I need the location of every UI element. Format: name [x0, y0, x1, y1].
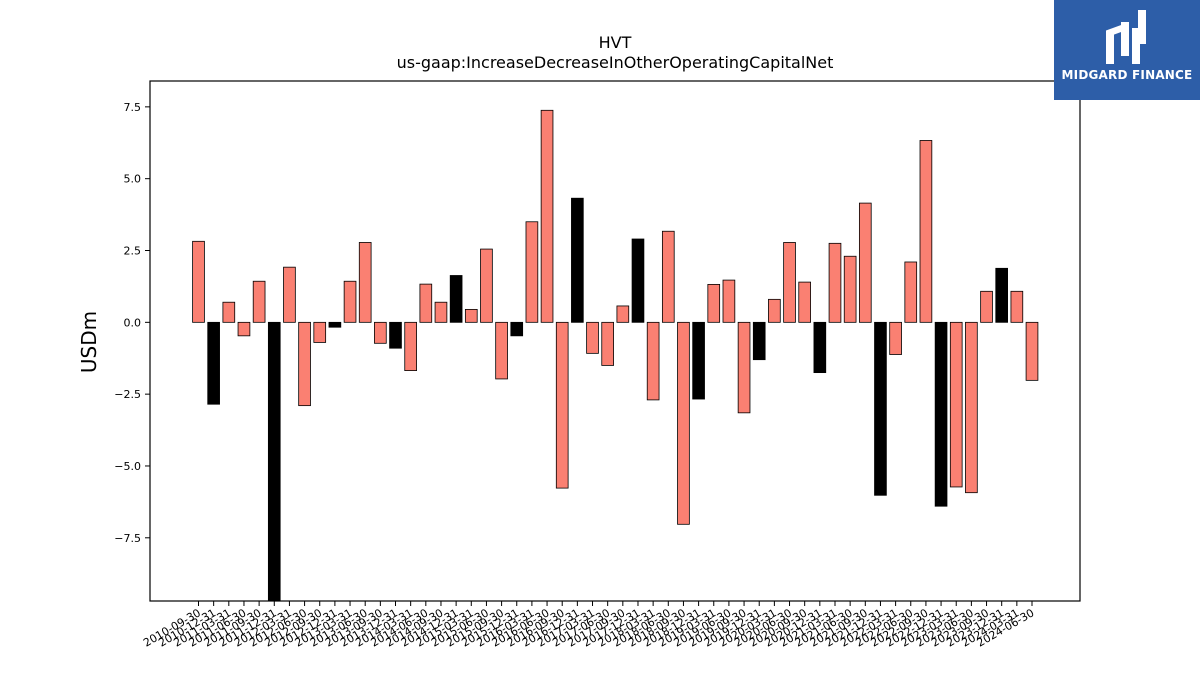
- bar-2021-12-31: [874, 321, 887, 496]
- y-tick-label: −2.5: [114, 388, 141, 401]
- bar-2016-03-31: [525, 221, 539, 323]
- logo-text: MIDGARD FINANCE: [1061, 68, 1193, 82]
- bar-2011-09-30: [252, 280, 266, 323]
- bar-2010-12-31: [207, 321, 220, 405]
- bar-2017-12-31: [631, 238, 645, 323]
- bar-2012-09-30: [313, 321, 327, 343]
- bar-2017-06-30: [601, 321, 614, 366]
- bar-2013-12-31: [389, 321, 402, 349]
- bar-2023-03-31: [949, 321, 963, 488]
- y-tick-label: 0.0: [124, 316, 142, 329]
- bar-2021-03-31: [828, 242, 842, 323]
- x-axis-ticks: 2010-09-302010-12-312011-03-312011-06-30…: [141, 601, 1037, 650]
- bar-2019-03-31: [707, 283, 721, 323]
- bar-2021-09-30: [858, 202, 872, 323]
- bar-2016-12-31: [571, 197, 584, 323]
- bar-2019-12-31: [752, 321, 766, 361]
- bar-2023-12-31: [995, 267, 1009, 323]
- bar-2013-06-30: [358, 242, 372, 323]
- y-tick-label: 5.0: [124, 173, 142, 186]
- y-tick-label: 7.5: [124, 101, 142, 114]
- bar-2018-03-31: [646, 321, 660, 401]
- bar-2020-06-30: [783, 242, 796, 323]
- bar-2013-03-31: [343, 280, 357, 323]
- bar-2018-06-30: [661, 230, 675, 323]
- bar-2016-09-30: [555, 321, 569, 489]
- bar-2020-09-30: [798, 281, 811, 323]
- bar-2019-09-30: [737, 321, 751, 414]
- bar-2018-12-31: [692, 321, 705, 400]
- bar-2015-12-31: [510, 321, 524, 337]
- brand-logo: MIDGARD FINANCE: [1054, 0, 1200, 100]
- bar-2011-06-30: [237, 321, 251, 337]
- bar-2020-03-31: [768, 298, 781, 323]
- y-tick-label: −7.5: [114, 532, 141, 545]
- bar-2015-09-30: [495, 321, 508, 380]
- bar-2024-03-31: [1010, 290, 1024, 323]
- bar-2022-12-31: [934, 321, 948, 507]
- bars-group: [192, 109, 1039, 602]
- bar-2012-12-31: [328, 321, 342, 328]
- bar-2020-12-31: [813, 321, 827, 374]
- y-tick-label: −5.0: [114, 460, 141, 473]
- bar-2023-06-30: [965, 321, 978, 494]
- bar-2015-06-30: [480, 248, 493, 323]
- bar-2023-09-30: [980, 290, 993, 323]
- midgard-logo-icon: [1106, 10, 1146, 64]
- y-axis-ticks: 7.5 5.0 2.5 0.0 −2.5 −5.0 −7.5: [114, 101, 150, 545]
- bar-2017-03-31: [586, 321, 599, 354]
- bar-2014-06-30: [419, 283, 433, 323]
- y-axis-label: USDm: [77, 311, 101, 373]
- bar-2014-12-31: [449, 275, 463, 323]
- bar-2011-03-31: [222, 301, 236, 323]
- bar-2014-03-31: [404, 321, 417, 371]
- bar-2022-06-30: [904, 261, 918, 323]
- bar-2018-09-30: [677, 321, 690, 525]
- bar-2010-09-30: [192, 240, 205, 323]
- plot-frame: [149, 80, 1081, 602]
- bar-2012-03-31: [283, 266, 296, 323]
- bar-2014-09-30: [434, 301, 448, 323]
- bar-2022-09-30: [919, 140, 933, 323]
- chart-subtitle: us-gaap:IncreaseDecreaseInOtherOperating…: [397, 53, 834, 72]
- y-tick-label: 2.5: [124, 245, 142, 258]
- bar-2017-09-30: [616, 305, 630, 323]
- bar-2024-06-30: [1025, 321, 1039, 381]
- bar-2019-06-30: [722, 279, 736, 323]
- bar-2021-06-30: [843, 255, 857, 323]
- bar-2016-06-30: [540, 109, 554, 323]
- bar-2011-12-31: [267, 321, 281, 602]
- bar-2015-03-31: [464, 308, 478, 323]
- bar-2013-09-30: [374, 321, 387, 344]
- chart-title: HVT: [599, 33, 632, 52]
- bar-2012-06-30: [298, 321, 311, 407]
- bar-2022-03-31: [889, 321, 902, 355]
